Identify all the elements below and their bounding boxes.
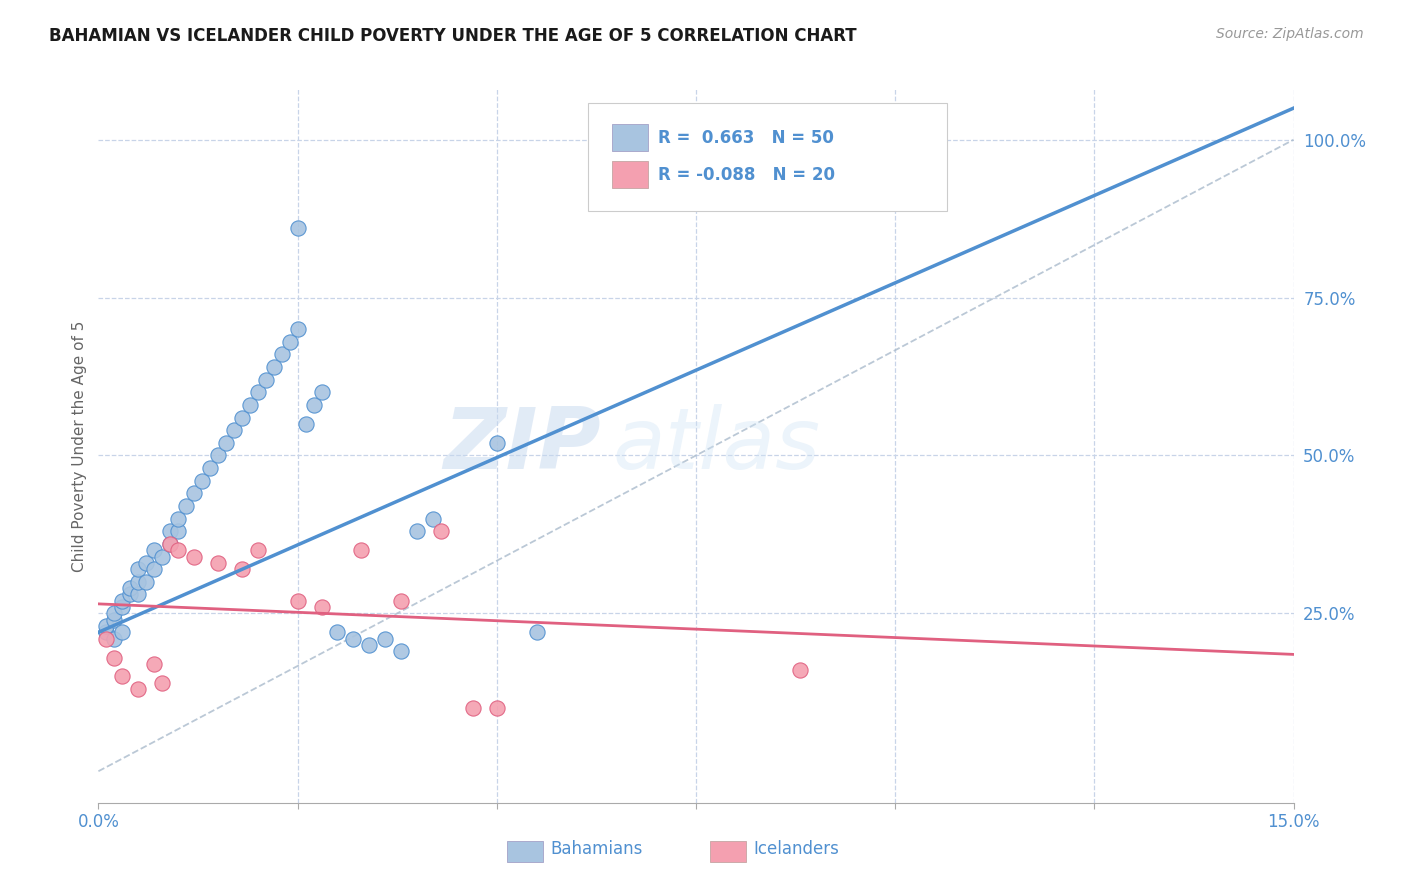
Point: [287, 221, 309, 235]
Point: [111, 600, 134, 615]
Text: ZIP: ZIP: [443, 404, 600, 488]
Text: R = -0.088   N = 20: R = -0.088 N = 20: [658, 166, 835, 184]
Point: [191, 474, 214, 488]
Point: [96, 619, 118, 633]
Point: [135, 574, 157, 589]
Point: [294, 417, 316, 431]
Point: [270, 347, 292, 361]
Text: Icelanders: Icelanders: [754, 840, 839, 858]
Point: [120, 587, 142, 601]
Point: [222, 423, 245, 437]
Text: atlas: atlas: [613, 404, 820, 488]
Point: [287, 593, 309, 607]
FancyBboxPatch shape: [613, 161, 648, 188]
Point: [239, 398, 262, 412]
Point: [183, 549, 205, 564]
Point: [461, 701, 484, 715]
Point: [103, 613, 125, 627]
Point: [111, 625, 134, 640]
Point: [326, 625, 349, 640]
Point: [350, 543, 373, 558]
Point: [231, 410, 253, 425]
Point: [120, 581, 142, 595]
Point: [127, 682, 149, 697]
Point: [103, 632, 125, 646]
Point: [198, 461, 221, 475]
Point: [302, 398, 325, 412]
Point: [143, 543, 166, 558]
Point: [127, 562, 149, 576]
Point: [150, 549, 173, 564]
Point: [789, 663, 811, 677]
Point: [159, 524, 181, 539]
Point: [207, 449, 229, 463]
Point: [127, 587, 149, 601]
Text: R =  0.663   N = 50: R = 0.663 N = 50: [658, 128, 834, 146]
Point: [159, 537, 181, 551]
Point: [135, 556, 157, 570]
Point: [485, 435, 508, 450]
Point: [150, 675, 173, 690]
Point: [215, 435, 238, 450]
Point: [374, 632, 396, 646]
Point: [389, 593, 412, 607]
Point: [159, 537, 181, 551]
Point: [278, 334, 301, 349]
Point: [167, 511, 190, 525]
FancyBboxPatch shape: [589, 103, 948, 211]
FancyBboxPatch shape: [613, 124, 648, 152]
Point: [287, 322, 309, 336]
Point: [311, 600, 333, 615]
Point: [430, 524, 453, 539]
Point: [111, 669, 134, 683]
Point: [111, 593, 134, 607]
Point: [96, 625, 118, 640]
Point: [389, 644, 412, 658]
Point: [422, 511, 444, 525]
Point: [96, 632, 118, 646]
Point: [526, 625, 548, 640]
Point: [167, 524, 190, 539]
Point: [359, 638, 381, 652]
Point: [311, 385, 333, 400]
Point: [127, 574, 149, 589]
Point: [246, 543, 269, 558]
Point: [103, 650, 125, 665]
Point: [342, 632, 364, 646]
Point: [143, 657, 166, 671]
Text: BAHAMIAN VS ICELANDER CHILD POVERTY UNDER THE AGE OF 5 CORRELATION CHART: BAHAMIAN VS ICELANDER CHILD POVERTY UNDE…: [49, 27, 856, 45]
Point: [167, 543, 190, 558]
Point: [263, 360, 285, 375]
FancyBboxPatch shape: [508, 840, 543, 862]
Point: [485, 701, 508, 715]
FancyBboxPatch shape: [710, 840, 747, 862]
Y-axis label: Child Poverty Under the Age of 5: Child Poverty Under the Age of 5: [72, 320, 87, 572]
Text: Bahamians: Bahamians: [550, 840, 643, 858]
Point: [406, 524, 429, 539]
Point: [254, 373, 277, 387]
Point: [183, 486, 205, 500]
Point: [103, 607, 125, 621]
Point: [207, 556, 229, 570]
Point: [246, 385, 269, 400]
Point: [174, 499, 197, 513]
Text: Source: ZipAtlas.com: Source: ZipAtlas.com: [1216, 27, 1364, 41]
Point: [231, 562, 253, 576]
Point: [143, 562, 166, 576]
